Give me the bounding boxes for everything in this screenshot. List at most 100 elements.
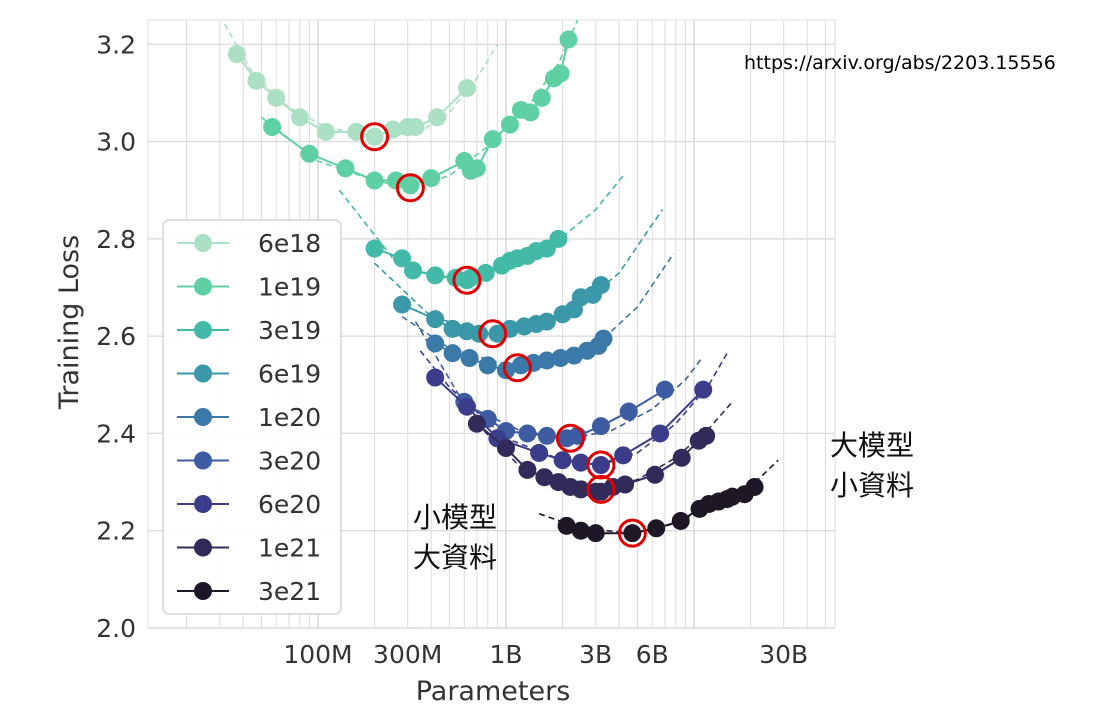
data-point-1e20 <box>478 356 497 375</box>
data-point-6e19 <box>393 295 412 314</box>
data-point-1e21 <box>518 460 537 479</box>
data-point-1e20 <box>551 349 570 368</box>
data-point-3e20 <box>537 426 556 445</box>
data-point-6e20 <box>614 446 633 465</box>
data-point-3e21 <box>586 524 605 543</box>
legend-marker-6e18 <box>194 234 212 252</box>
data-point-1e20 <box>537 351 556 370</box>
x-tick-label: 100M <box>283 640 352 669</box>
x-tick-label: 300M <box>373 640 442 669</box>
x-tick-label: 30B <box>759 640 808 669</box>
y-tick-label: 3.2 <box>96 30 136 59</box>
data-point-1e20 <box>460 349 479 368</box>
data-point-3e20 <box>619 402 638 421</box>
annotation-large-model-line-1: 大模型 <box>830 429 915 462</box>
legend-label-6e20: 6e20 <box>258 490 321 519</box>
legend-marker-3e20 <box>194 451 212 470</box>
data-point-3e21 <box>647 519 666 538</box>
fit-curve-3e20 <box>414 321 703 440</box>
data-point-1e21 <box>697 426 716 445</box>
data-point-1e20 <box>443 344 462 363</box>
data-point-6e20 <box>571 453 590 472</box>
legend-marker-6e19 <box>194 364 212 383</box>
data-point-1e19 <box>422 169 441 188</box>
data-point-1e20 <box>594 329 613 348</box>
data-point-1e19 <box>467 159 486 178</box>
data-point-1e19 <box>365 171 384 190</box>
legend-marker-3e21 <box>194 582 212 600</box>
source-url: https://arxiv.org/abs/2203.15556 <box>744 52 1056 74</box>
data-point-1e21 <box>497 439 515 458</box>
optimum-marker-1e21 <box>586 474 616 504</box>
optimum-markers <box>360 122 647 548</box>
x-axis-label: Parameters <box>416 676 571 707</box>
legend-box <box>162 219 342 615</box>
data-point-1e21 <box>535 468 554 487</box>
data-point-6e18 <box>247 71 266 90</box>
optimum-marker-3e21 <box>617 518 647 548</box>
data-points <box>227 30 764 543</box>
data-point-1e20 <box>426 334 445 353</box>
data-point-1e19 <box>336 159 355 178</box>
data-point-6e20 <box>530 443 549 462</box>
annotation-small-model-line-1: 小模型 <box>413 501 498 534</box>
data-point-3e21 <box>571 521 590 540</box>
y-tick-label: 2.8 <box>96 225 136 254</box>
y-tick-label: 2.0 <box>96 614 136 643</box>
data-point-3e19 <box>365 239 384 258</box>
data-point-6e19 <box>426 310 445 329</box>
optimum-marker-1e19 <box>395 173 425 203</box>
data-point-3e19 <box>476 263 495 282</box>
data-point-1e21 <box>571 480 590 499</box>
data-point-3e19 <box>393 249 412 268</box>
optimum-marker-3e19 <box>452 265 482 295</box>
optimum-marker-6e18 <box>360 122 390 152</box>
data-point-3e19 <box>426 266 445 285</box>
data-point-1e19 <box>500 115 519 134</box>
data-point-6e18 <box>267 88 286 107</box>
data-point-1e21 <box>672 448 691 467</box>
y-tick-label: 2.2 <box>96 517 136 546</box>
data-point-6e19 <box>443 319 462 338</box>
data-point-1e19 <box>387 171 406 190</box>
data-point-6e20 <box>457 397 476 416</box>
optimum-marker-6e20 <box>586 450 616 480</box>
annotation-large-model: 大模型 小資料 <box>830 426 914 506</box>
data-point-1e19 <box>559 30 578 49</box>
data-point-1e21 <box>616 475 635 494</box>
data-point-1e19 <box>551 64 570 83</box>
data-point-1e19 <box>401 176 420 195</box>
legend-marker-1e21 <box>194 538 212 557</box>
data-point-6e18 <box>290 108 309 127</box>
data-point-6e19 <box>537 312 556 331</box>
data-point-3e21 <box>671 511 690 530</box>
data-point-1e19 <box>300 144 319 163</box>
fit-curve-6e18 <box>221 20 499 138</box>
optimum-marker-3e20 <box>555 423 585 453</box>
data-point-1e19 <box>483 130 502 149</box>
tick-labels: 2.0 2.2 2.4 2.6 2.8 3.0 3.2 100M 300M 1B 3B 6B 30B <box>96 30 808 669</box>
data-point-6e20 <box>553 451 572 470</box>
data-point-1e21 <box>467 414 486 433</box>
data-point-6e19 <box>591 276 610 295</box>
data-point-6e20 <box>651 424 670 443</box>
y-tick-label: 2.6 <box>96 322 136 351</box>
x-tick-label: 1B <box>489 640 522 669</box>
data-point-3e20 <box>518 424 537 443</box>
legend-label-3e21: 3e21 <box>258 577 321 606</box>
legend-label-3e19: 3e19 <box>258 316 321 345</box>
optimum-marker-1e20 <box>502 353 532 383</box>
data-point-1e19 <box>532 88 551 107</box>
data-point-3e20 <box>655 380 674 399</box>
y-axis-label: Training Loss <box>54 235 85 410</box>
data-point-6e18 <box>227 45 246 64</box>
legend-label-1e19: 1e19 <box>258 273 321 302</box>
data-point-6e18 <box>457 79 476 98</box>
data-point-1e21 <box>645 465 664 484</box>
legend-marker-1e19 <box>194 277 212 296</box>
data-point-3e21 <box>745 477 764 496</box>
data-point-6e20 <box>694 380 713 399</box>
data-point-6e20 <box>426 368 445 387</box>
data-point-3e19 <box>549 229 568 248</box>
